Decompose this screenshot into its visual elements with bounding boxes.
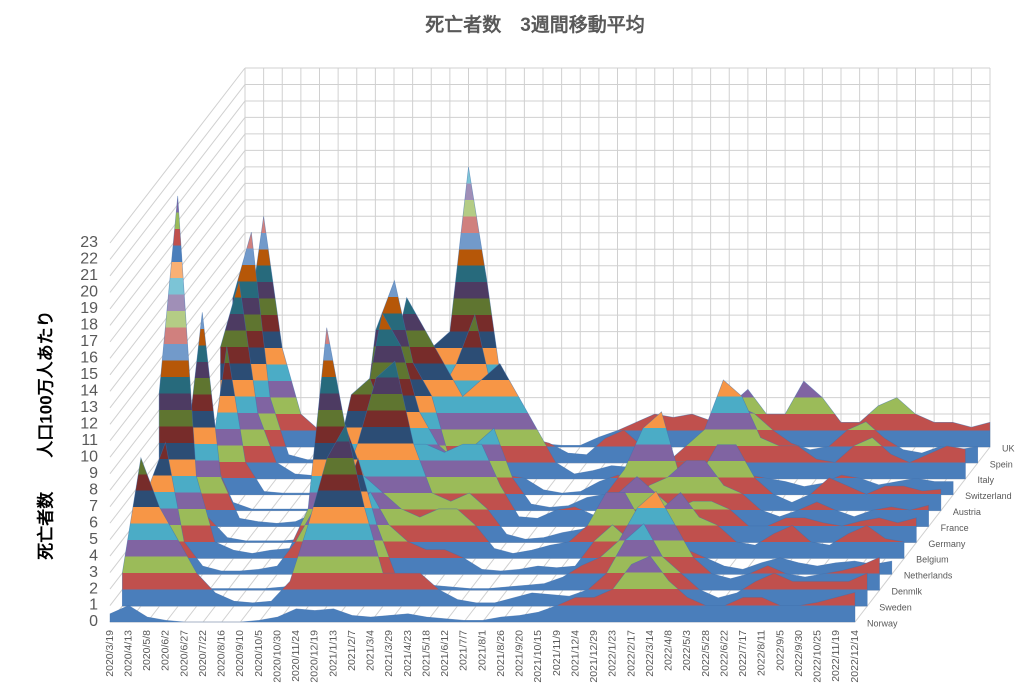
y-tick-label: 17 [80,333,98,350]
x-tick-label: 2020/10/30 [271,630,283,683]
x-tick-label: 2020/6/27 [178,630,190,677]
x-tick-label: 2021/2/7 [346,630,358,671]
x-tick-label: 2022/7/17 [737,630,749,677]
x-tick-label: 2022/11/19 [830,630,842,682]
x-tick-label: 2021/9/20 [514,630,526,677]
y-tick-label: 9 [89,465,98,482]
y-tick-label: 14 [80,383,98,400]
x-tick-label: 2022/1/23 [607,630,619,677]
y-tick-label: 13 [80,399,98,416]
y-tick-label: 8 [89,481,98,498]
x-tick-label: 2021/4/23 [402,630,414,677]
y-tick-label: 21 [80,267,98,284]
y-tick-label: 7 [89,498,98,515]
x-tick-label: 2022/8/11 [756,630,768,676]
depth-label: UK [1002,443,1015,453]
y-tick-label: 0 [89,613,98,630]
x-tick-label: 2021/3/4 [365,630,377,671]
depth-label: Norway [867,618,898,628]
y-tick-label: 4 [89,547,98,564]
depth-label: France [941,523,969,533]
x-tick-label: 2021/7/7 [458,630,470,671]
depth-label: Netherlands [904,571,953,581]
x-tick-label: 2020/8/16 [216,630,228,677]
y-tick-label: 22 [80,251,98,268]
x-tick-label: 2022/10/25 [812,630,824,683]
x-tick-label: 2021/6/12 [439,630,451,677]
grid-line [109,84,246,260]
x-tick-label: 2021/12/4 [569,630,581,677]
depth-label: Belgium [916,555,949,565]
y-tick-label: 15 [80,366,98,383]
y-tick-label: 3 [89,564,98,581]
x-tick-label: 2022/9/5 [774,630,786,671]
surface-row [109,555,856,623]
y-tick-label: 6 [89,514,98,531]
x-tick-label: 2021/10/15 [532,630,544,683]
depth-label: Germany [928,539,966,549]
chart-title: 死亡者数 3週間移動平均 [425,13,645,36]
x-tick-label: 2022/5/3 [681,630,693,671]
floor-grid [854,446,991,623]
y-tick-label: 20 [80,284,98,301]
y-tick-label: 2 [89,580,98,597]
y-tick-label: 19 [80,300,98,317]
depth-label: Switzerland [965,491,1012,501]
x-tick-label: 2022/5/28 [700,630,712,677]
x-tick-label: 2020/5/8 [141,630,153,671]
x-tick-label: 2020/11/24 [290,630,302,682]
depth-label: Italy [977,475,994,485]
x-tick-label: 2021/11/9 [551,630,563,676]
surface-row [121,424,868,607]
x-tick-label: 2020/12/19 [309,630,321,683]
x-tick-label: 2021/8/26 [495,630,507,677]
x-tick-label: 2020/3/19 [104,630,116,677]
y-tick-label: 16 [80,350,98,367]
x-tick-label: 2021/1/13 [327,630,339,677]
x-tick-label: 2022/2/17 [625,630,637,677]
depth-label: Spein [990,459,1013,469]
x-tick-label: 2020/6/2 [160,630,172,671]
y-tick-label: 23 [80,234,98,251]
x-tick-label: 2022/6/22 [718,630,730,677]
grid-line [109,67,246,244]
x-tick-label: 2020/10/5 [253,630,265,677]
depth-label: Denmlk [892,587,923,597]
x-tick-label: 2022/12/14 [849,630,861,683]
depth-label: Austria [953,507,981,517]
depth-label: Sweden [879,602,912,612]
y-axis-label: 死亡者数 人口100万人あたり [35,310,55,559]
grid-line [109,100,246,277]
x-tick-label: 2021/5/18 [420,630,432,677]
x-tick-label: 2021/12/29 [588,630,600,683]
x-tick-label: 2022/9/30 [793,630,805,677]
x-tick-label: 2020/9/10 [234,630,246,677]
x-tick-label: 2021/3/29 [383,630,395,677]
x-tick-label: 2020/4/13 [122,630,134,677]
y-tick-label: 10 [80,448,98,465]
y-tick-label: 5 [89,531,98,548]
y-tick-label: 12 [80,415,98,432]
x-tick-label: 2022/4/8 [663,630,675,671]
x-tick-label: 2022/3/14 [644,630,656,677]
y-tick-label: 18 [80,317,98,334]
x-tick-label: 2020/7/22 [197,630,209,677]
surface-row [134,457,880,591]
x-tick-label: 2021/8/1 [476,630,488,671]
y-tick-label: 11 [81,432,98,449]
y-tick-label: 1 [89,597,98,614]
